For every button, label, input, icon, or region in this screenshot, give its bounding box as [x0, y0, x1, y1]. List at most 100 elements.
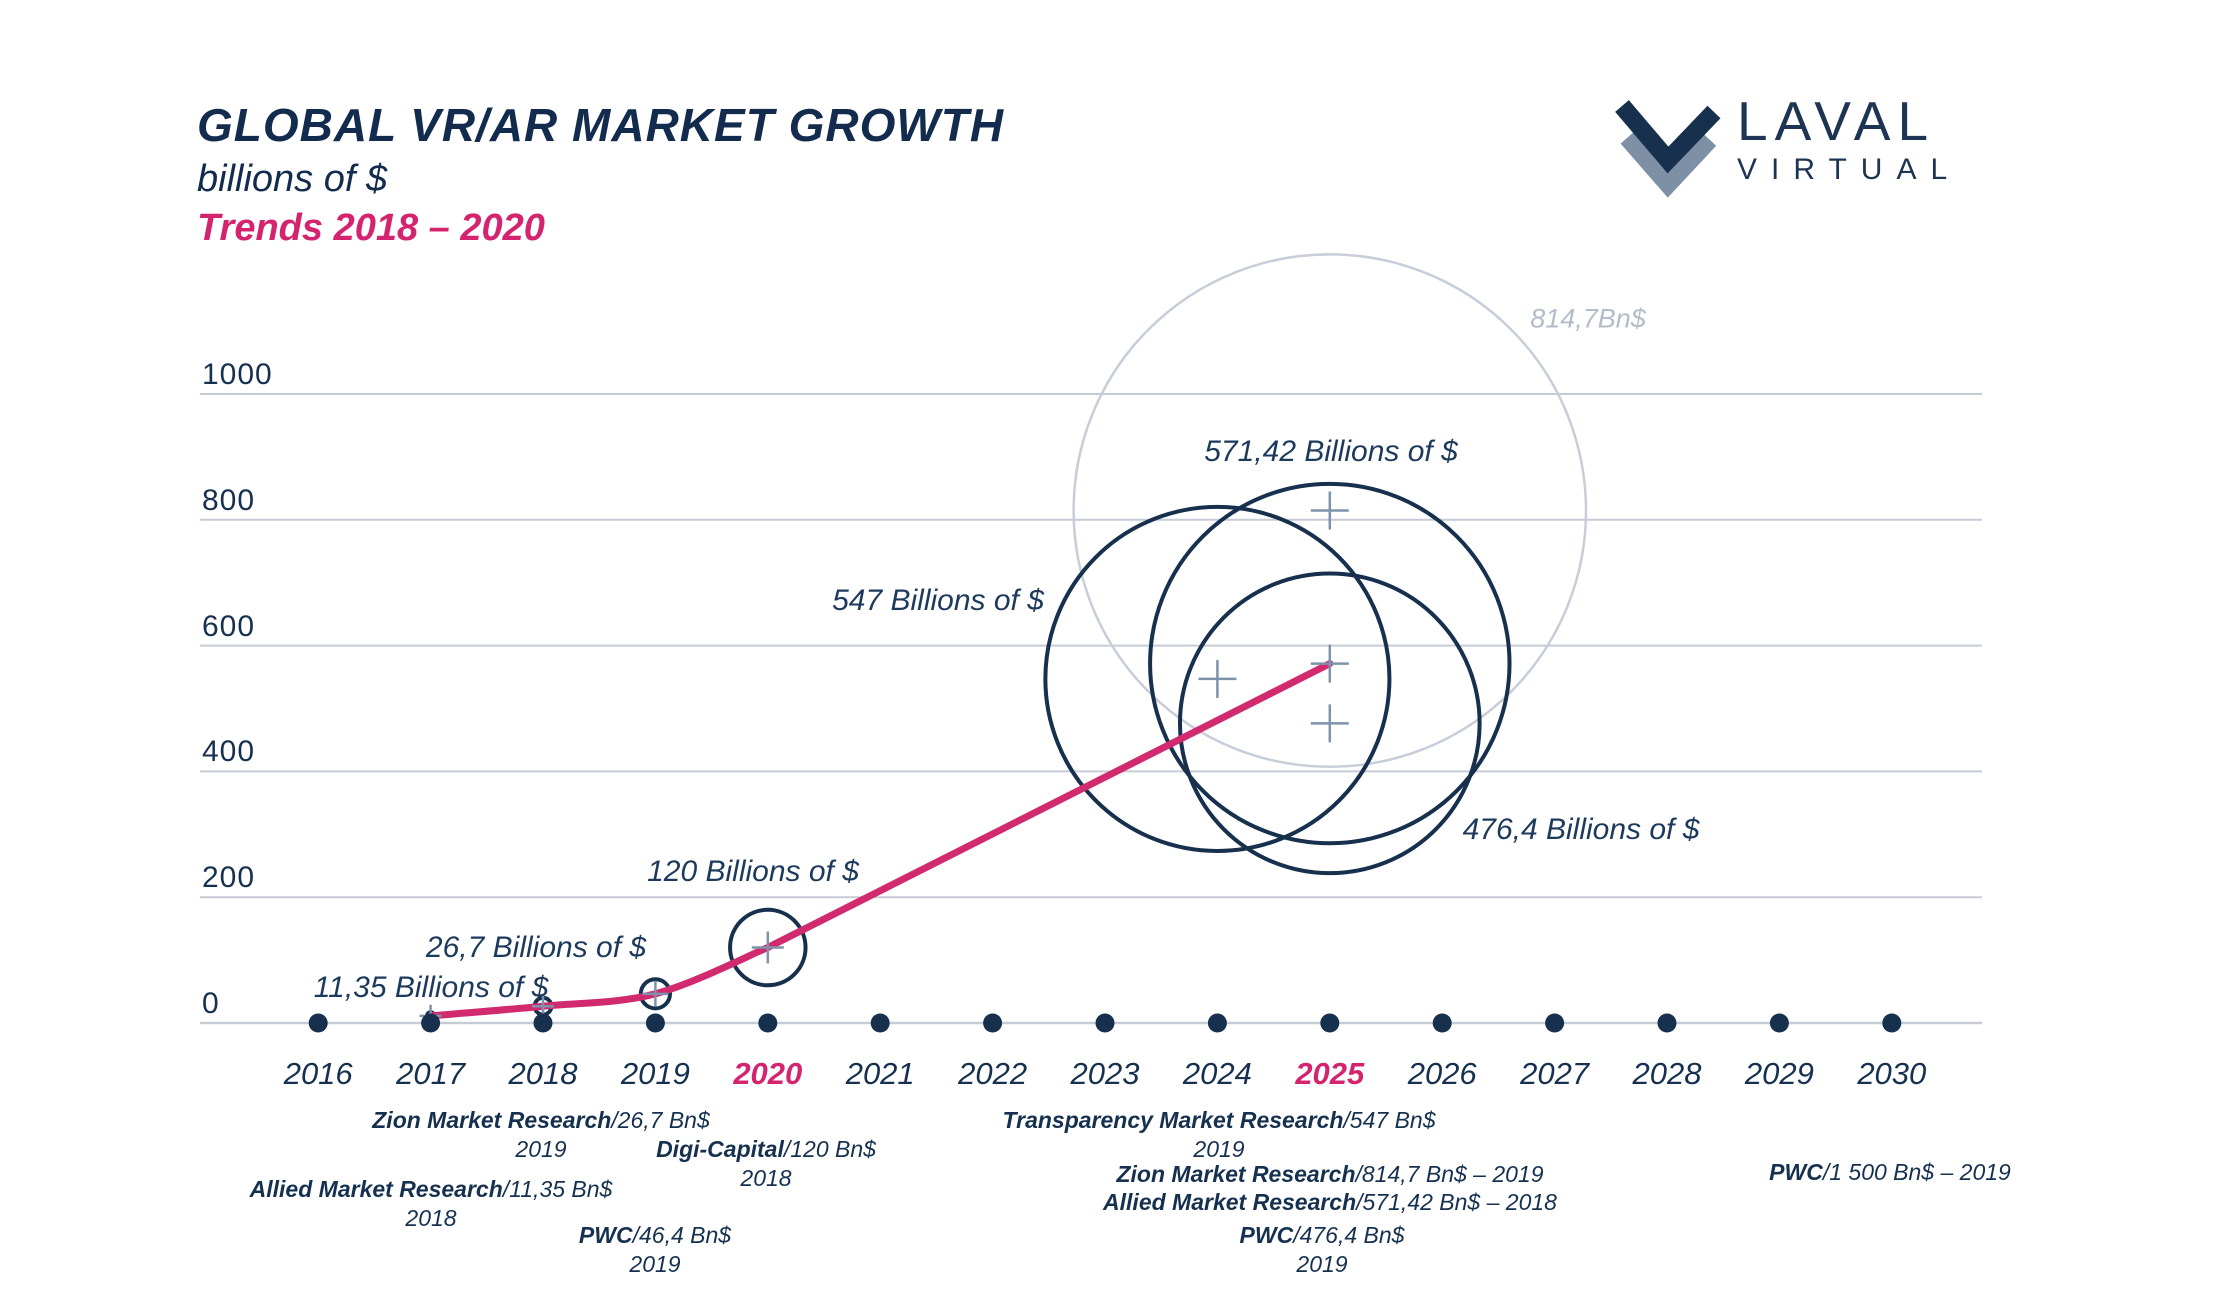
year-label-2022: 2022 — [958, 1056, 1028, 1091]
chart-unit-subtitle: billions of $ — [197, 158, 388, 200]
source-name: Transparency Market Research — [1002, 1107, 1344, 1133]
year-dot-2023 — [1095, 1013, 1115, 1033]
logo-word-laval: LAVAL — [1737, 90, 1936, 152]
year-label-2026: 2026 — [1407, 1056, 1477, 1091]
source-name: Allied Market Research — [249, 1176, 503, 1202]
year-label-2025: 2025 — [1295, 1056, 1365, 1091]
year-dot-2022 — [983, 1013, 1003, 1033]
year-label-2021: 2021 — [845, 1056, 915, 1091]
year-dot-2016 — [308, 1013, 328, 1033]
bubble-120 — [728, 907, 808, 988]
y-tick-200: 200 — [202, 861, 256, 895]
year-label-2023: 2023 — [1070, 1056, 1140, 1091]
source-detail: /571,42 Bn$ – 2018 — [1356, 1189, 1557, 1215]
page-title: GLOBAL VR/AR MARKET GROWTH — [197, 99, 1005, 151]
trend-line — [427, 660, 1334, 1020]
bubble-label-26.7: 26,7 Billions of $ — [425, 931, 647, 964]
year-dot-2020 — [758, 1013, 778, 1033]
source-note: Allied Market Research/571,42 Bn$ – 2018 — [1103, 1188, 1557, 1217]
source-detail: /814,7 Bn$ – 2019 — [1355, 1161, 1544, 1187]
year-label-2027: 2027 — [1520, 1056, 1590, 1091]
year-dot-2017 — [421, 1013, 441, 1033]
year-label-2020: 2020 — [733, 1056, 803, 1091]
bubble-547 — [1043, 504, 1392, 853]
source-line: Allied Market Research/11,35 Bn$ — [250, 1175, 613, 1204]
source-detail: /547 Bn$ — [1343, 1107, 1436, 1133]
source-year: 2019 — [1296, 1250, 1348, 1277]
bubble-label-814.7: 814,7Bn$ — [1530, 303, 1646, 334]
year-label-2029: 2029 — [1744, 1056, 1814, 1091]
bubble-label-120: 120 Billions of $ — [647, 855, 859, 888]
year-dot-2018 — [533, 1013, 553, 1033]
laval-chevron-icon — [1615, 100, 1721, 198]
bubble-571.42 — [1148, 481, 1512, 846]
bubble-label-571.42: 571,42 Billions of $ — [1204, 435, 1458, 468]
bubble-814.7 — [1072, 253, 1588, 769]
source-year: 2018 — [405, 1204, 457, 1231]
source-detail: /1 500 Bn$ – 2019 — [1822, 1159, 2011, 1185]
source-name: Digi-Capital — [656, 1136, 784, 1162]
source-year: 2019 — [629, 1250, 681, 1277]
source-detail: /26,7 Bn$ — [611, 1107, 710, 1133]
year-label-2018: 2018 — [508, 1056, 578, 1091]
source-name: PWC — [1769, 1159, 1823, 1185]
year-label-2019: 2019 — [620, 1056, 690, 1091]
source-note: Zion Market Research/814,7 Bn$ – 2019 — [1116, 1160, 1543, 1189]
year-dot-2029 — [1769, 1013, 1789, 1033]
source-line: PWC/476,4 Bn$ — [1240, 1221, 1405, 1250]
year-dot-2028 — [1657, 1013, 1677, 1033]
source-name: Zion Market Research — [372, 1107, 612, 1133]
source-note: Digi-Capital/120 Bn$ 2018 — [656, 1135, 876, 1193]
source-line: PWC/46,4 Bn$ — [579, 1221, 731, 1250]
source-note: PWC/1 500 Bn$ – 2019 — [1769, 1158, 2011, 1187]
source-detail: /476,4 Bn$ — [1293, 1222, 1405, 1248]
source-detail: /11,35 Bn$ — [502, 1176, 613, 1202]
source-year: 2019 — [515, 1135, 567, 1162]
source-year: 2018 — [740, 1164, 792, 1191]
source-line: Digi-Capital/120 Bn$ — [656, 1135, 876, 1164]
source-line: PWC/1 500 Bn$ – 2019 — [1769, 1158, 2011, 1187]
bubble-label-476.4: 476,4 Billions of $ — [1462, 813, 1700, 846]
year-dot-2026 — [1432, 1013, 1452, 1033]
logo-word-virtual: VIRTUAL — [1737, 153, 1962, 186]
year-dot-2024 — [1207, 1013, 1227, 1033]
source-detail: /120 Bn$ — [783, 1136, 876, 1162]
year-dot-2027 — [1545, 1013, 1565, 1033]
source-note: Zion Market Research/26,7 Bn$ 2019 — [372, 1106, 710, 1164]
source-detail: /46,4 Bn$ — [632, 1222, 732, 1248]
year-label-2030: 2030 — [1857, 1056, 1927, 1091]
bubble-476.4 — [1177, 571, 1482, 876]
source-name: Allied Market Research — [1103, 1189, 1357, 1215]
source-note: Allied Market Research/11,35 Bn$ 2018 — [250, 1175, 613, 1233]
y-tick-1000: 1000 — [202, 358, 273, 391]
year-label-2016: 2016 — [283, 1056, 353, 1091]
y-tick-600: 600 — [202, 609, 256, 643]
bubble-label-547: 547 Billions of $ — [832, 584, 1044, 617]
source-name: Zion Market Research — [1116, 1161, 1356, 1187]
year-label-2028: 2028 — [1632, 1056, 1702, 1091]
source-line: Allied Market Research/571,42 Bn$ – 2018 — [1103, 1188, 1557, 1217]
trends-subtitle: Trends 2018 – 2020 — [197, 207, 545, 249]
source-line: Zion Market Research/814,7 Bn$ – 2019 — [1116, 1160, 1543, 1189]
source-line: Zion Market Research/26,7 Bn$ — [372, 1106, 710, 1135]
source-name: PWC — [578, 1222, 633, 1248]
source-note: PWC/476,4 Bn$ 2019 — [1240, 1221, 1405, 1279]
source-note: Transparency Market Research/547 Bn$ 2019 — [1002, 1106, 1435, 1164]
bubble-label-11.35: 11,35 Billions of $ — [313, 971, 549, 1004]
year-dot-2021 — [870, 1013, 890, 1033]
year-label-2017: 2017 — [396, 1056, 466, 1091]
year-dot-2025 — [1320, 1013, 1340, 1033]
source-note: PWC/46,4 Bn$ 2019 — [579, 1221, 731, 1279]
year-label-2024: 2024 — [1182, 1056, 1252, 1091]
year-dot-2019 — [645, 1013, 665, 1033]
year-dot-2030 — [1882, 1013, 1902, 1033]
source-name: PWC — [1239, 1222, 1294, 1248]
source-line: Transparency Market Research/547 Bn$ — [1002, 1106, 1435, 1135]
laval-virtual-logo: LAVAL VIRTUAL — [1737, 94, 1997, 185]
source-year: 2019 — [1193, 1135, 1245, 1162]
y-tick-800: 800 — [202, 483, 256, 517]
y-tick-400: 400 — [202, 735, 256, 769]
y-tick-0: 0 — [202, 987, 220, 1020]
